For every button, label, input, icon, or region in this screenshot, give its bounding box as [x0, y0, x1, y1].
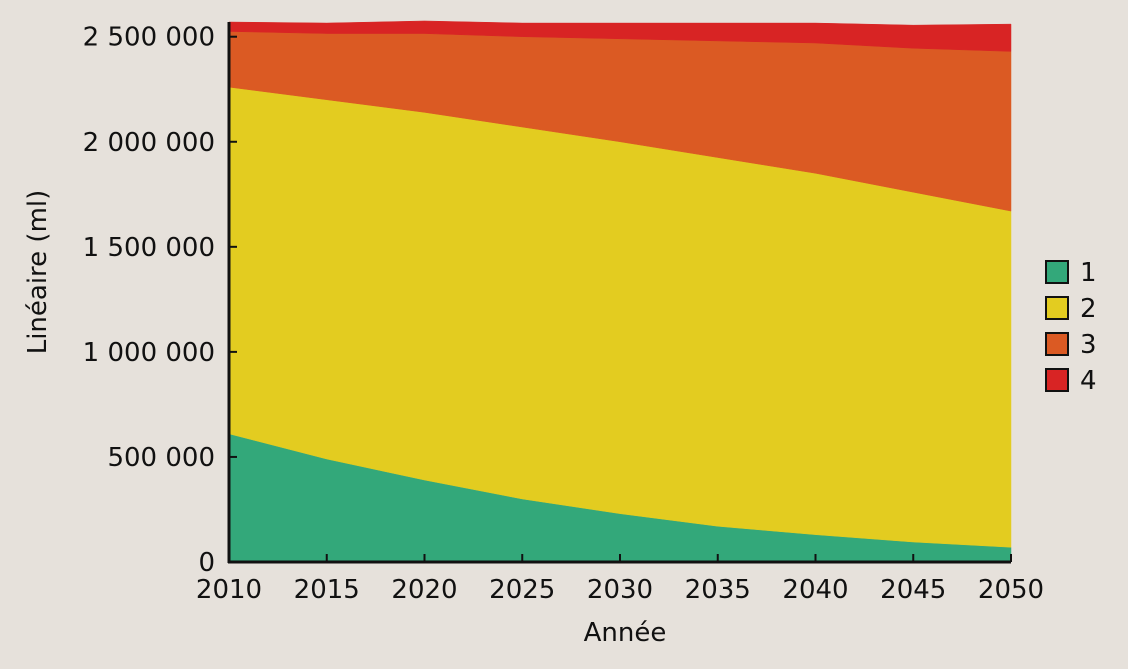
x-axis-ticks: 2010 2015 2020 2025 2030 2035 2040 2045 2050: [196, 554, 1044, 605]
x-tick-label: 2015: [294, 575, 360, 605]
legend: 1 2 3 4: [1045, 258, 1097, 396]
y-tick-label: 1 500 000: [83, 233, 215, 263]
x-tick-label: 2020: [391, 575, 457, 605]
legend-swatch-1: [1045, 260, 1069, 284]
y-tick-label: 1 000 000: [83, 338, 215, 368]
x-axis-title: Année: [584, 618, 667, 648]
x-tick-label: 2050: [978, 575, 1044, 605]
y-tick-label: 0: [198, 548, 215, 578]
legend-swatch-2: [1045, 296, 1069, 320]
x-tick-label: 2030: [587, 575, 653, 605]
x-tick-label: 2045: [880, 575, 946, 605]
legend-label-1: 1: [1080, 258, 1097, 288]
legend-swatch-4: [1045, 368, 1069, 392]
y-axis-ticks: 0 500 000 1 000 000 1 500 000 2 000 000 2 500…: [83, 23, 237, 578]
legend-label-4: 4: [1080, 366, 1097, 396]
x-tick-label: 2035: [685, 575, 751, 605]
area-series-4: [228, 20, 1012, 52]
legend-label-2: 2: [1080, 294, 1097, 324]
y-tick-label: 500 000: [107, 443, 215, 473]
y-tick-label: 2 000 000: [83, 128, 215, 158]
x-tick-label: 2040: [782, 575, 848, 605]
plot-areas: [228, 20, 1012, 563]
legend-swatch-3: [1045, 332, 1069, 356]
y-axis-title: Linéaire (ml): [23, 190, 53, 355]
x-tick-label: 2010: [196, 575, 262, 605]
legend-label-3: 3: [1080, 330, 1097, 360]
x-tick-label: 2025: [489, 575, 555, 605]
y-tick-label: 2 500 000: [83, 23, 215, 53]
